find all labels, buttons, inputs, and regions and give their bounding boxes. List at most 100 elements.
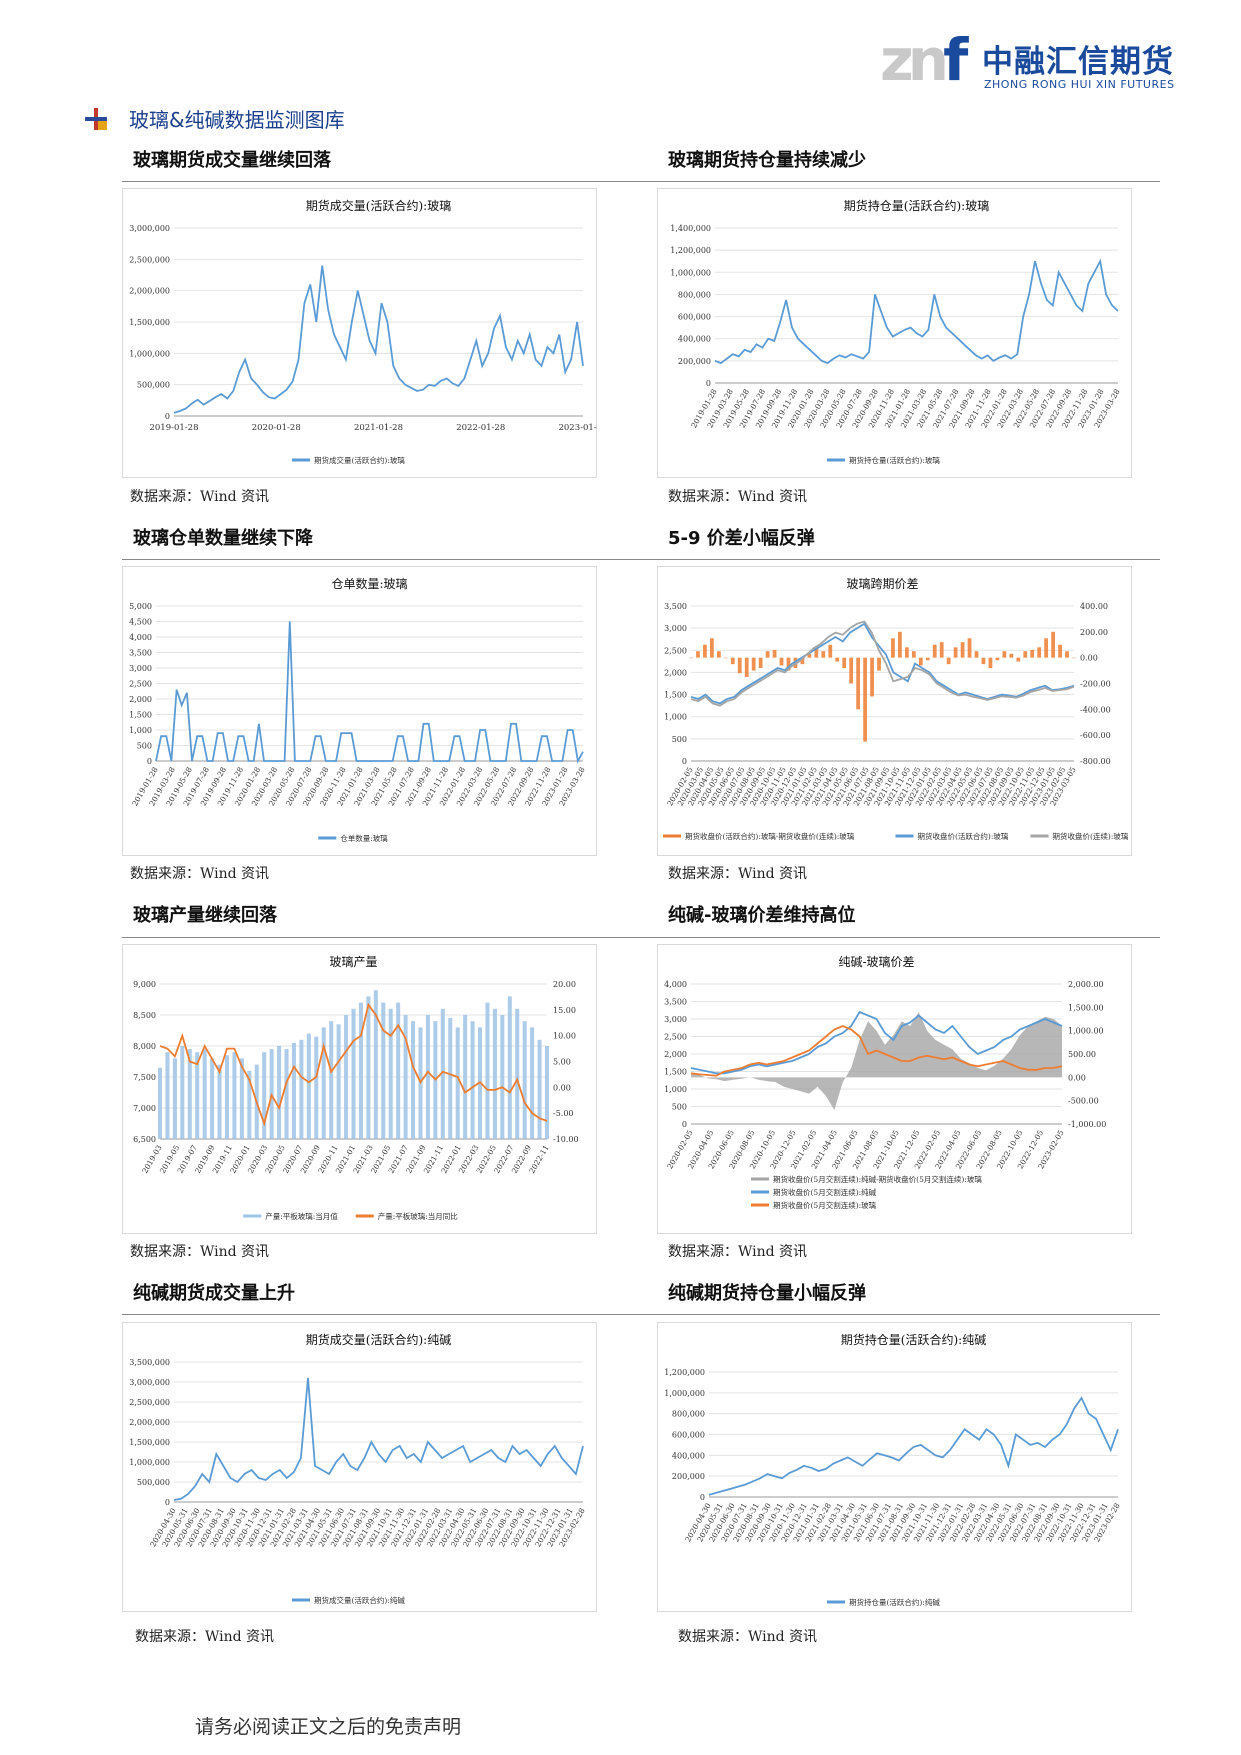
x-tick-label: 2022-01-28 — [456, 423, 505, 433]
y-tick-label: 0 — [682, 757, 687, 766]
bar-mark — [1016, 657, 1021, 662]
bar-mark — [1030, 649, 1035, 658]
bar-mark — [321, 1027, 326, 1139]
y-tick-label: 1,000,000 — [664, 1389, 705, 1398]
bar-mark — [800, 657, 805, 665]
legend-label: 产量:平板玻璃:当月值 — [265, 1211, 338, 1221]
y-tick-label: 200,000 — [672, 1472, 705, 1481]
bar-mark — [291, 1042, 296, 1139]
y2-tick-label: 10.00 — [553, 1032, 576, 1041]
y2-tick-label: -5.00 — [553, 1109, 574, 1118]
bar-mark — [925, 657, 930, 661]
bar-mark — [960, 642, 965, 658]
bar-mark — [329, 1021, 334, 1139]
bar-mark — [988, 657, 993, 668]
chart-border — [657, 188, 1132, 478]
bar-mark — [358, 1002, 363, 1139]
y2-tick-label: -200.00 — [1080, 680, 1111, 689]
area-mark — [691, 1012, 1062, 1110]
bar-mark — [1009, 653, 1014, 658]
y-tick-label: 1,200,000 — [664, 1368, 705, 1377]
bar-mark — [904, 647, 909, 658]
bar-mark — [425, 1015, 430, 1139]
y-tick-label: 1,000,000 — [129, 1458, 170, 1467]
chart-svg: 期货成交量(活跃合约):玻璃 3,000,000 2,500,000 2,000,00… — [122, 188, 597, 478]
y-tick-label: 2,000,000 — [129, 287, 170, 296]
bar-mark — [351, 1008, 356, 1139]
logo-name-cn: 中融汇信期货 — [982, 44, 1174, 80]
y2-tick-label: 0.00 — [1080, 654, 1098, 663]
y2-tick-label: 15.00 — [553, 1006, 576, 1015]
bar-mark — [967, 638, 972, 658]
bar-mark — [537, 1039, 542, 1139]
y-tick-label: 4,000 — [664, 980, 687, 989]
bar-mark — [828, 644, 833, 658]
y-tick-label: 3,000 — [129, 664, 152, 673]
y2-tick-label: 0.00 — [1068, 1073, 1086, 1082]
bar-mark — [277, 1046, 282, 1139]
bar-mark — [974, 651, 979, 658]
y2-tick-label: 20.00 — [553, 980, 576, 989]
y2-tick-label: 1,000.00 — [1068, 1027, 1104, 1036]
y-tick-label: 500 — [137, 742, 152, 751]
y2-tick-label: -1,000.00 — [1068, 1120, 1106, 1129]
y2-tick-label: 2,000.00 — [1068, 980, 1104, 989]
series-line — [690, 622, 1075, 705]
source-note-7: 数据来源：Wind 资讯 — [135, 1629, 275, 1645]
bar-mark — [411, 1021, 416, 1139]
y-tick-label: 2,500 — [664, 646, 687, 655]
bar-mark — [891, 638, 895, 658]
y-tick-label: 2,500,000 — [129, 1398, 170, 1407]
y-tick-label: 7,000 — [133, 1104, 156, 1113]
bar-mark — [381, 1002, 386, 1139]
company-logo: znf 中融汇信期货 ZHONG RONG HUI XIN FUTURES — [880, 28, 1180, 98]
legend-label: 产量:平板玻璃:当月同比 — [378, 1211, 459, 1221]
y-tick-label: 500 — [672, 735, 687, 744]
bar-mark — [485, 1002, 490, 1139]
bar-mark — [1065, 651, 1069, 658]
bar-mark — [224, 1055, 229, 1139]
series-line — [714, 258, 1119, 365]
section-rule — [122, 181, 1160, 182]
bar-mark — [187, 1049, 192, 1139]
y-tick-label: 2,500 — [129, 680, 152, 689]
bar-mark — [863, 657, 867, 742]
chart-border — [657, 1322, 1132, 1612]
y2-tick-label: 200.00 — [1080, 628, 1108, 637]
y-tick-label: 0 — [700, 1493, 705, 1502]
bar-mark — [306, 1033, 311, 1139]
bar-mark — [403, 1015, 408, 1139]
y-tick-label: 2,000 — [664, 1050, 687, 1059]
series-line — [155, 621, 584, 764]
bar-mark — [388, 1008, 393, 1139]
bar-mark — [730, 657, 735, 665]
y-tick-label: 4,000 — [129, 633, 152, 642]
bar-mark — [737, 657, 742, 674]
logo-mark: znf — [880, 26, 968, 94]
bar-mark — [946, 657, 951, 665]
bar-mark — [911, 651, 916, 658]
chart-glass-volume: 期货成交量(活跃合约):玻璃 3,000,000 2,500,000 2,000,00… — [122, 188, 597, 478]
y2-tick-label: -800.00 — [1080, 757, 1111, 766]
legend-label: 期货成交量(活跃合约):纯碱 — [314, 1595, 405, 1605]
y-tick-label: 2,000 — [129, 695, 152, 704]
bar-mark — [772, 649, 777, 658]
bar-mark — [373, 990, 378, 1139]
y-tick-label: 1,500,000 — [129, 1438, 170, 1447]
bar-mark — [884, 657, 888, 659]
bar-mark — [1023, 651, 1028, 658]
section-rule — [122, 559, 1160, 560]
y-tick-label: 0 — [706, 379, 711, 388]
legend-label: 期货持仓量(活跃合约):纯碱 — [849, 1597, 940, 1607]
series-line — [708, 1396, 1119, 1496]
y-tick-label: 500,000 — [137, 381, 170, 390]
bar-mark — [1044, 638, 1049, 658]
bar-mark — [470, 1021, 475, 1139]
legend-label: 期货收盘价(5月交割连续):纯碱 — [773, 1187, 877, 1197]
chart-soda-volume: 期货成交量(活跃合约):纯碱 3,500,000 3,000,000 2,500,00… — [122, 1322, 597, 1612]
y-tick-label: 1,500 — [129, 711, 152, 720]
bar-mark — [544, 1046, 550, 1139]
bar-mark — [507, 996, 512, 1139]
bar-mark — [856, 657, 861, 710]
y-tick-label: 1,200,000 — [670, 246, 711, 255]
